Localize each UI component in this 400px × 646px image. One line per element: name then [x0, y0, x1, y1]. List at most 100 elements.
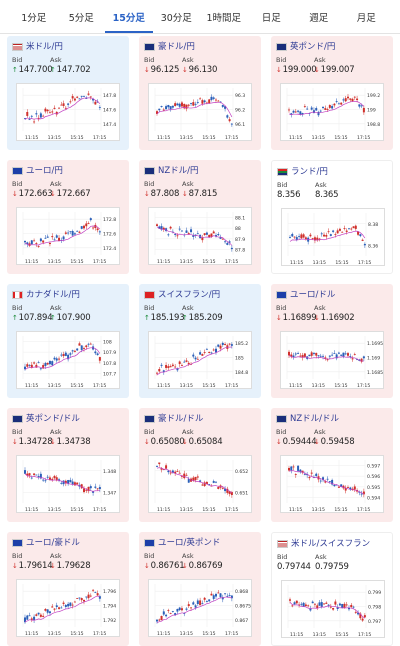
candle-body — [82, 348, 85, 349]
candle-body — [289, 599, 291, 601]
candle-body — [48, 112, 51, 114]
rate-card[interactable]: ユーロ/英ポンド Bid Ask ↓0.86761 ↓0.86769 0.868 0.867… — [139, 532, 261, 646]
candle-body — [334, 234, 337, 235]
x-tick-label: 15:15 — [334, 135, 347, 141]
rate-card[interactable]: カナダドル/円 Bid Ask ↑107.894 ↑107.900 108 107.9 107… — [7, 284, 129, 398]
bid-value: ↑107.894 — [12, 312, 53, 323]
candle-body — [169, 106, 172, 110]
card-title: ユーロ/円 — [12, 164, 124, 178]
rate-card[interactable]: ユーロ/円 Bid Ask ↓172.663 ↓172.667 172.8 172.6 172… — [7, 160, 129, 274]
bid-label: Bid — [12, 180, 23, 188]
candle-body — [174, 613, 177, 615]
x-tick-label: 11:15 — [157, 383, 170, 389]
candle-body — [196, 233, 199, 235]
bid-ask-labels: Bid Ask — [12, 552, 124, 560]
candle-body — [51, 361, 54, 366]
candle-body — [352, 606, 355, 608]
candle-body — [174, 234, 177, 235]
candle-body — [78, 343, 81, 346]
candle-body — [46, 109, 49, 112]
rate-card[interactable]: 豪ドル/ドル Bid Ask ↓0.65080 ↓0.65084 0.652 0.651 11… — [139, 408, 261, 522]
ask-value: ↓0.86769 — [182, 560, 223, 571]
rate-card[interactable]: NZドル/ドル Bid Ask ↓0.59444 ↓0.59458 0.597 0.596 0… — [271, 408, 393, 522]
us-flag-icon — [277, 540, 288, 548]
candle-body — [169, 472, 172, 474]
candle-body — [82, 225, 85, 229]
x-tick-label: 11:15 — [25, 507, 38, 513]
rate-card[interactable]: 豪ドル/円 Bid Ask ↓96.125 ↓96.130 96.3 96.2 96.1 11:… — [139, 36, 261, 150]
rate-card[interactable]: スイスフラン/円 Bid Ask ↑185.193 ↑185.209 185.2 185 18… — [139, 284, 261, 398]
tab-5[interactable]: 日足 — [261, 13, 281, 24]
tab-6[interactable]: 週足 — [309, 13, 329, 24]
rate-card[interactable]: ユーロ/豪ドル Bid Ask ↓1.79614 ↓1.79628 1.796 1.794 1… — [7, 532, 129, 646]
x-tick-label: 15:15 — [202, 259, 215, 265]
x-tick-label: 13:15 — [180, 631, 193, 637]
candle-body — [51, 111, 54, 113]
candle-body — [35, 113, 38, 115]
tab-4[interactable]: 1時間足 — [206, 13, 242, 24]
y-tick-label: 199.2 — [367, 93, 380, 99]
candle-body — [217, 487, 220, 489]
candle-body — [64, 107, 67, 109]
candle-body — [176, 103, 179, 106]
candle-body — [212, 595, 215, 599]
candle-body — [48, 360, 51, 365]
tab-7[interactable]: 月足 — [356, 13, 376, 24]
rate-card[interactable]: 米ドル/円 Bid Ask ↑147.700 ↑147.702 147.8 147.6 147… — [7, 36, 129, 150]
rate-card[interactable]: 英ポンド/ドル Bid Ask ↓1.34728 ↓1.34738 1.348 1.347 1… — [7, 408, 129, 522]
candle-body — [228, 343, 231, 345]
candle-body — [180, 365, 183, 366]
candle-body — [44, 108, 47, 112]
ask-value: ↓1.79628 — [50, 560, 91, 571]
candle-body — [291, 233, 294, 237]
tab-1[interactable]: 5分足 — [68, 13, 94, 24]
candle-body — [98, 357, 101, 361]
x-tick-label: 17:15 — [93, 135, 106, 141]
rate-card[interactable]: ユーロ/ドル Bid Ask ↓1.16899 ↓1.16902 1.1695 1.169 1… — [271, 284, 393, 398]
bid-ask-values: ↓0.65080 ↓0.65084 — [144, 436, 256, 447]
candle-body — [187, 479, 190, 483]
candle-body — [67, 354, 70, 360]
rate-card[interactable]: 米ドル/スイスフラン Bid Ask 0.79744 0.79759 0.799 0.798… — [271, 532, 393, 646]
candle-body — [288, 467, 290, 471]
tab-3[interactable]: 30分足 — [160, 13, 192, 24]
candle-body — [42, 365, 45, 369]
rate-card[interactable]: NZドル/円 Bid Ask ↓87.808 ↓87.815 88.1 88 87.9 87.8… — [139, 160, 261, 274]
x-tick-label: 11:15 — [25, 259, 38, 265]
candle-body — [362, 491, 365, 495]
bid-label: Bid — [276, 56, 287, 64]
bid-ask-labels: Bid Ask — [144, 428, 256, 436]
x-tick-label: 17:15 — [225, 135, 238, 141]
candle-body — [190, 607, 193, 609]
candle-body — [178, 361, 181, 365]
card-title: 英ポンド/ドル — [12, 412, 124, 426]
ask-value: 0.79759 — [315, 561, 349, 572]
mini-candlestick-chart: 96.3 96.2 96.1 11:15 13:15 15:15 17:15 — [148, 83, 252, 141]
currency-pair-label: ユーロ/豪ドル — [26, 538, 80, 548]
candle-body — [82, 95, 85, 97]
x-tick-label: 17:15 — [225, 507, 238, 513]
bid-value: ↓1.34728 — [12, 436, 53, 447]
candle-body — [320, 602, 323, 608]
candle-body — [35, 243, 38, 244]
x-tick-label: 15:15 — [202, 507, 215, 513]
candle-body — [205, 481, 208, 485]
candle-body — [71, 350, 74, 352]
candle-body — [89, 96, 92, 98]
candle-body — [85, 345, 88, 348]
candle-body — [228, 241, 231, 243]
candle-body — [165, 465, 168, 469]
candle-body — [96, 228, 99, 231]
candle-body — [171, 611, 174, 612]
candle-body — [67, 480, 70, 484]
tab-0[interactable]: 1分足 — [21, 13, 47, 24]
bid-ask-values: 0.79744 0.79759 — [277, 561, 387, 572]
candle-body — [226, 242, 229, 245]
tab-2[interactable]: 15分足 — [105, 13, 153, 33]
card-title: 豪ドル/円 — [144, 40, 256, 54]
candle-body — [162, 370, 165, 372]
candle-body — [338, 603, 341, 606]
rate-card[interactable]: ランド/円 Bid Ask 8.356 8.365 8.38 8.36 11:15 13:15 1… — [271, 160, 393, 274]
rate-card[interactable]: 英ポンド/円 Bid Ask ↓199.000 ↓199.007 199.2 199 198.… — [271, 36, 393, 150]
candle-body — [28, 365, 31, 366]
